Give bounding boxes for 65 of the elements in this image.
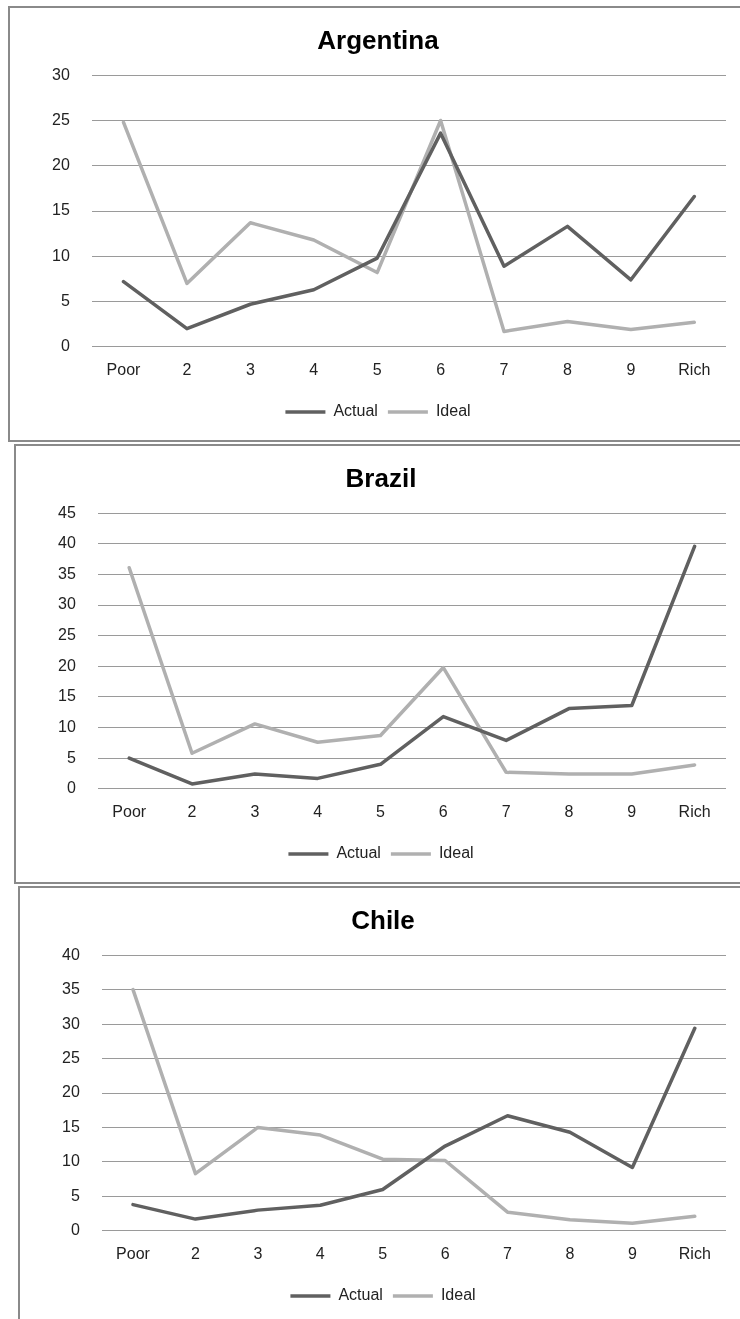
- y-tick-label: 5: [66, 748, 76, 766]
- y-tick-label: 30: [58, 595, 76, 613]
- chart-title: Chile: [351, 904, 415, 935]
- x-tick-label: 9: [627, 1244, 637, 1262]
- x-tick-label: 3: [245, 360, 255, 378]
- x-tick-label: 2: [187, 802, 197, 820]
- x-tick-label: Rich: [678, 360, 711, 378]
- y-tick-label: 0: [70, 1221, 80, 1239]
- x-tick-label: 5: [378, 1244, 388, 1262]
- x-tick-label: 3: [250, 802, 260, 820]
- chart-title: Argentina: [317, 24, 440, 55]
- x-tick-label: 2: [182, 360, 192, 378]
- x-tick-label: 7: [501, 802, 511, 820]
- x-tick-label: 5: [372, 360, 382, 378]
- y-tick-label: 35: [58, 564, 76, 582]
- x-tick-label: 7: [503, 1244, 513, 1262]
- legend-label: Ideal: [435, 402, 471, 420]
- x-tick-label: 4: [313, 802, 323, 820]
- x-tick-label: 8: [565, 1244, 575, 1262]
- x-tick-label: Poor: [116, 1244, 151, 1262]
- y-tick-label: 5: [70, 1186, 80, 1204]
- x-tick-label: 2: [190, 1244, 200, 1262]
- legend-label: Ideal: [440, 1286, 476, 1304]
- x-tick-label: Rich: [678, 1244, 711, 1262]
- y-tick-label: 15: [58, 687, 76, 705]
- x-tick-label: 4: [309, 360, 319, 378]
- y-tick-label: 15: [62, 1117, 80, 1135]
- x-tick-label: Rich: [678, 802, 711, 820]
- y-tick-label: 10: [58, 717, 76, 735]
- y-tick-label: 0: [60, 337, 70, 355]
- y-tick-label: 35: [62, 980, 80, 998]
- y-tick-label: 45: [58, 503, 76, 521]
- y-tick-label: 15: [52, 201, 70, 219]
- y-tick-label: 30: [62, 1014, 80, 1032]
- x-tick-label: 9: [626, 360, 636, 378]
- y-tick-label: 30: [52, 65, 70, 83]
- y-tick-label: 20: [52, 156, 70, 174]
- x-tick-label: 6: [436, 360, 446, 378]
- x-tick-label: 5: [376, 802, 386, 820]
- legend-label: Actual: [333, 402, 378, 420]
- y-tick-label: 25: [52, 110, 70, 128]
- legend-label: Ideal: [438, 844, 474, 862]
- y-tick-label: 20: [58, 656, 76, 674]
- x-tick-label: 6: [438, 802, 448, 820]
- x-tick-label: Poor: [106, 360, 142, 378]
- legend-label: Actual: [338, 1286, 383, 1304]
- y-tick-label: 25: [62, 1048, 80, 1066]
- legend-label: Actual: [336, 844, 381, 862]
- y-tick-label: 5: [60, 291, 70, 309]
- y-tick-label: 25: [58, 626, 76, 644]
- x-tick-label: 6: [440, 1244, 450, 1262]
- y-tick-label: 10: [62, 1152, 80, 1170]
- x-tick-label: 4: [315, 1244, 325, 1262]
- x-tick-label: 3: [253, 1244, 263, 1262]
- y-tick-label: 10: [52, 246, 70, 264]
- chart-title: Brazil: [345, 462, 417, 493]
- y-tick-label: 0: [66, 779, 76, 797]
- x-tick-label: 8: [563, 360, 572, 378]
- x-tick-label: 9: [627, 802, 637, 820]
- y-tick-label: 20: [62, 1083, 80, 1101]
- y-tick-label: 40: [62, 945, 80, 963]
- x-tick-label: Poor: [112, 802, 147, 820]
- x-tick-label: 8: [564, 802, 574, 820]
- x-tick-label: 7: [499, 360, 509, 378]
- y-tick-label: 40: [58, 534, 76, 552]
